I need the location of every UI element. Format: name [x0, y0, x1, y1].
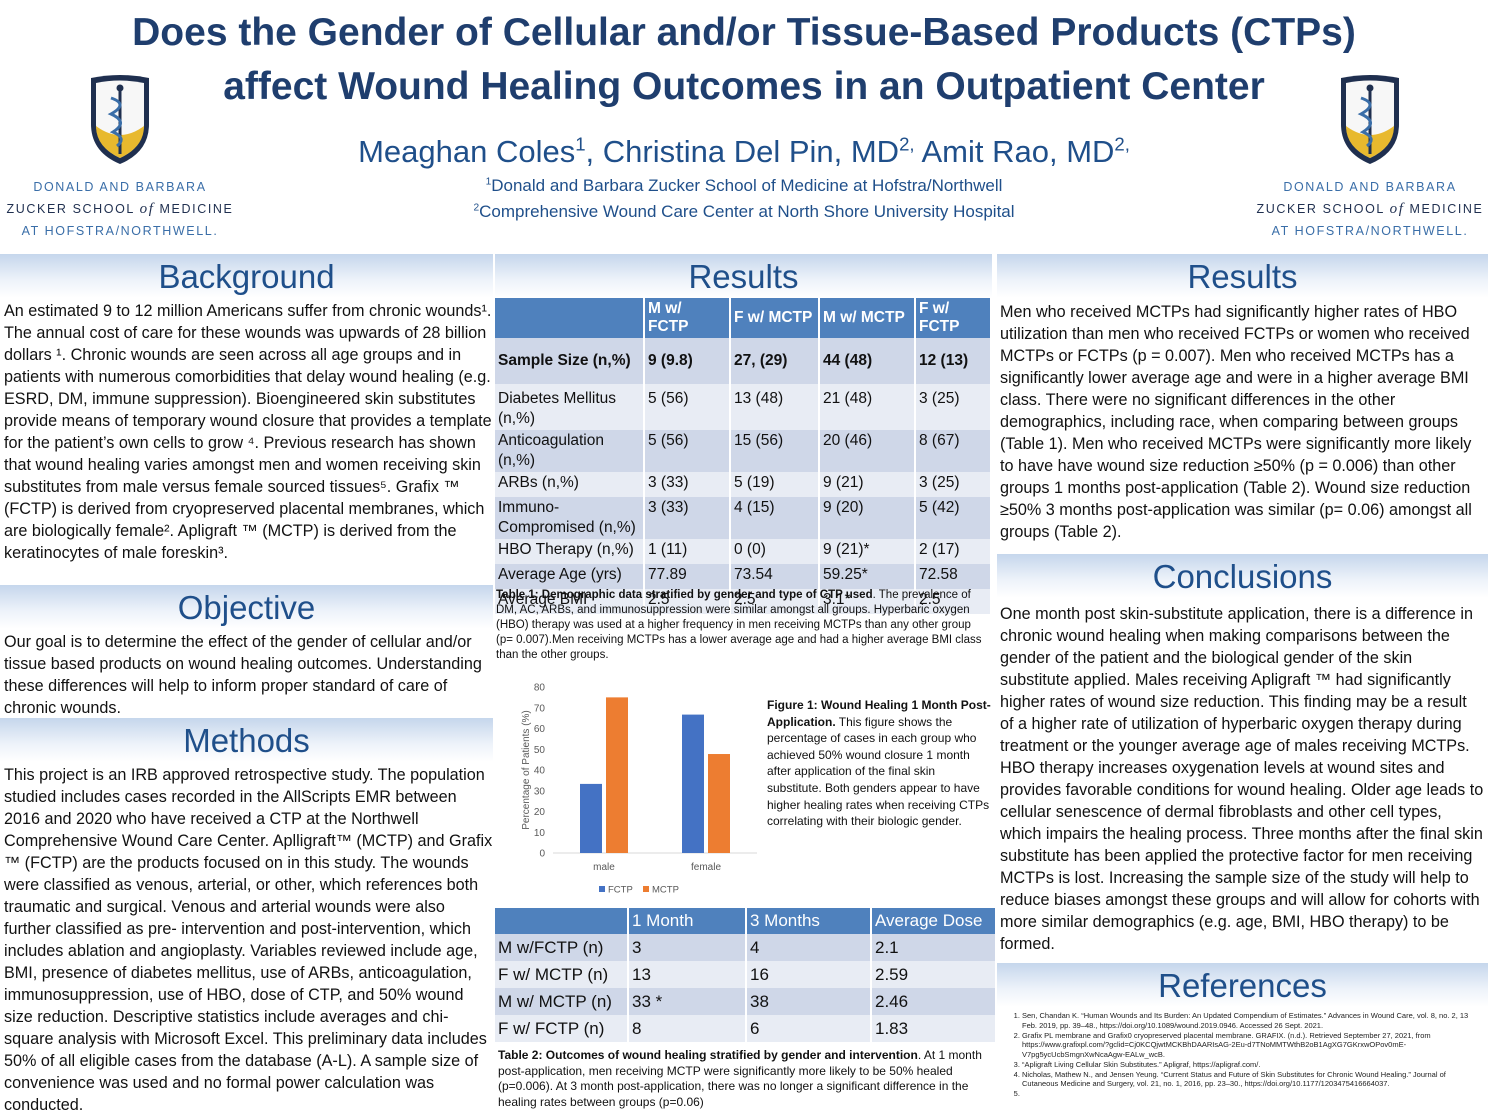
legend-swatch-fctp: [599, 886, 605, 892]
table-row: M w/ MCTP (n) 33 * 38 2.46: [495, 988, 997, 1015]
figure-1-caption: Figure 1: Wound Healing 1 Month Post-App…: [767, 698, 991, 829]
reference-item: Nicholas, Mathew N., and Jensen Yeung. “…: [1022, 1070, 1480, 1089]
y-tick-label: 30: [534, 786, 546, 797]
author-3: Amit Rao, MD: [914, 134, 1115, 169]
bar-fctp-female: [682, 714, 704, 853]
y-tick-label: 20: [534, 807, 546, 818]
background-text: An estimated 9 to 12 million Americans s…: [4, 302, 492, 562]
authors: Meaghan Coles1, Christina Del Pin, MD2, …: [358, 133, 1130, 169]
table-2-header-row: 1 Month 3 Months Average Dose: [495, 908, 997, 934]
y-tick-label: 60: [534, 724, 546, 735]
reference-item: Sen, Chandan K. “Human Wounds and Its Bu…: [1022, 1011, 1480, 1030]
table-row: F w/ MCTP (n) 13 16 2.59: [495, 961, 997, 988]
table-row: Immuno-Compromised (n,%) 3 (33) 4 (15) 9 (2…: [495, 497, 992, 539]
results-header-right: Results: [997, 254, 1488, 298]
table-row: Average BMI 2.5 2.5 3.1* 2.5: [495, 589, 992, 614]
methods-text: This project is an IRB approved retrospe…: [4, 766, 493, 1114]
table-row: F w/ FCTP (n) 8 6 1.83: [495, 1015, 997, 1042]
school-logo-left: DONALD AND BARBARA ZUCKER SCHOOL of MEDI…: [0, 74, 240, 242]
results-text: Men who received MCTPs had significantly…: [1000, 303, 1472, 541]
legend-swatch-mctp: [643, 886, 649, 892]
y-tick-label: 40: [534, 766, 546, 777]
x-tick-label: male: [593, 862, 615, 873]
caduceus-shield-icon: [1341, 75, 1399, 164]
table-2-caption: Table 2: Outcomes of wound healing strat…: [498, 1048, 982, 1109]
author-1: Meaghan Coles: [358, 134, 576, 169]
table-1-caption: Table 1: Demographic data stratified by …: [496, 589, 982, 661]
y-tick-label: 70: [534, 703, 546, 714]
reference-item: [1022, 1089, 1480, 1099]
table-row: Sample Size (n,%) 9 (9.8) 27, (29) 44 (48) 1…: [495, 338, 992, 384]
legend-label: MCTP: [652, 885, 679, 896]
wound-healing-bar-chart: 0 10 20 30 40 50 60 70 80 Percentage of Patients …: [521, 683, 757, 896]
school-logo-right: DONALD AND BARBARA ZUCKER SCHOOL of MEDI…: [1250, 74, 1488, 242]
table-row: Anticoagulation (n,%) 5 (56) 15 (56) 20 (46…: [495, 430, 992, 472]
caduceus-shield-icon: [91, 75, 149, 164]
bar-mctp-female: [708, 754, 730, 853]
table-1-demographics: M w/ FCTP F w/ MCTP M w/ MCTP F w/ FCTP …: [495, 298, 992, 614]
table-row: Average Age (yrs) 77.89 73.54 59.25* 72.58: [495, 564, 992, 589]
affiliation-2: 2Comprehensive Wound Care Center at Nort…: [473, 202, 1015, 221]
bar-mctp-male: [606, 697, 628, 853]
methods-header: Methods: [0, 718, 493, 762]
table-row: Diabetes Mellitus (n,%) 5 (56) 13 (48) 21 (…: [495, 384, 992, 430]
legend-label: FCTP: [608, 885, 633, 896]
bar-fctp-male: [580, 783, 602, 853]
references-header: References: [997, 963, 1488, 1007]
table-1-header-row: M w/ FCTP F w/ MCTP M w/ MCTP F w/ FCTP: [495, 298, 992, 338]
reference-item: Grafix PL membrane and Grafix0 cryoprese…: [1022, 1031, 1480, 1060]
conclusions-header: Conclusions: [997, 554, 1488, 598]
objective-header: Objective: [0, 585, 493, 629]
references-list: Sen, Chandan K. “Human Wounds and Its Bu…: [1000, 1011, 1480, 1099]
y-tick-label: 50: [534, 745, 546, 756]
author-2: , Christina Del Pin, MD: [585, 134, 900, 169]
affiliation-1: 1Donald and Barbara Zucker School of Med…: [485, 176, 1003, 195]
table-2-outcomes: 1 Month 3 Months Average Dose M w/FCTP (…: [495, 908, 997, 1042]
background-header: Background: [0, 254, 493, 298]
results-header-middle: Results: [495, 254, 992, 298]
y-tick-label: 80: [534, 683, 546, 694]
y-tick-label: 10: [534, 828, 546, 839]
x-tick-label: female: [691, 862, 721, 873]
poster-title-line-1: Does the Gender of Cellular and/or Tissu…: [132, 11, 1356, 54]
table-row: HBO Therapy (n,%) 1 (11) 0 (0) 9 (21)* 2 (17…: [495, 539, 992, 564]
y-tick-label: 0: [539, 849, 545, 860]
reference-item: “Apligraft Living Cellular Skin Substitu…: [1022, 1060, 1480, 1070]
table-row: M w/FCTP (n) 3 4 2.1: [495, 934, 997, 961]
table-row: ARBs (n,%) 3 (33) 5 (19) 9 (21) 3 (25): [495, 472, 992, 497]
y-axis-label: Percentage of Patients (%): [521, 710, 532, 830]
conclusions-text: One month post skin-substitute applicati…: [1000, 605, 1484, 953]
objective-text: Our goal is to determine the effect of t…: [4, 633, 482, 717]
poster-title-line-2: affect Wound Healing Outcomes in an Outp…: [223, 65, 1265, 108]
